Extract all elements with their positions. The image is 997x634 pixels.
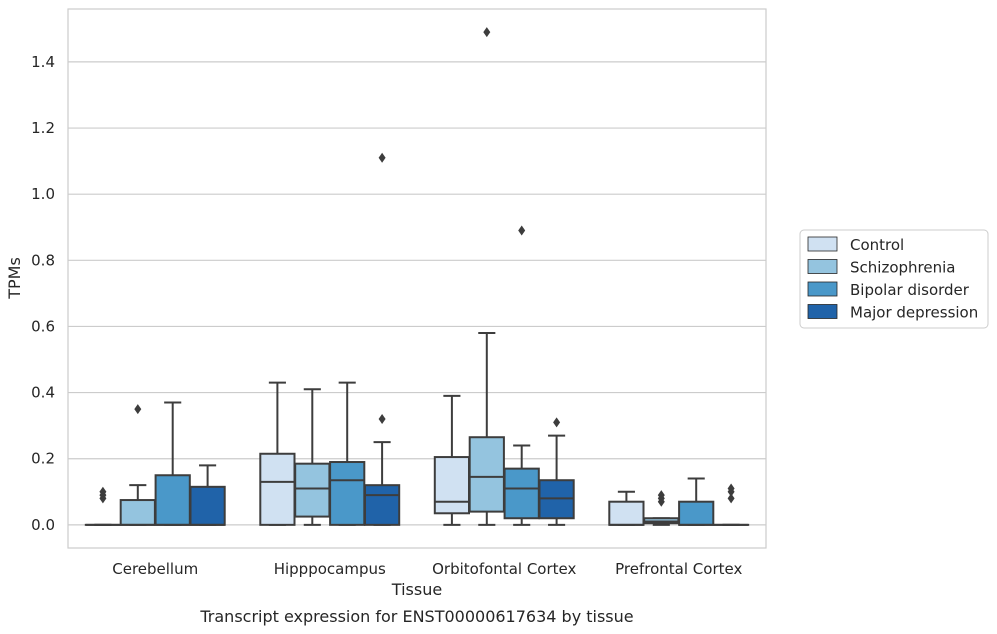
x-tick-label: Hipppocampus — [274, 560, 386, 578]
y-tick-label: 1.2 — [31, 119, 55, 137]
x-tick-label: Orbitofontal Cortex — [432, 560, 576, 578]
box-body — [678, 500, 715, 526]
plot-frame — [67, 8, 767, 549]
box-2-2 — [503, 225, 540, 526]
box-body — [468, 436, 505, 513]
box-0-2 — [154, 401, 191, 526]
box-2-3 — [538, 417, 575, 526]
box-body — [329, 461, 366, 526]
box-2-0 — [433, 394, 471, 526]
box-body — [363, 484, 401, 526]
y-tick-label: 1.4 — [31, 53, 55, 71]
y-tick-label: 0.0 — [31, 516, 55, 534]
x-tick-label: Prefrontal Cortex — [615, 560, 742, 578]
legend-item: Schizophrenia — [807, 259, 955, 277]
y-tick-label: 0.8 — [31, 251, 55, 269]
outlier-point — [553, 417, 561, 428]
box-1-3 — [363, 152, 401, 526]
legend-item: Control — [807, 236, 904, 254]
outlier-point — [378, 152, 386, 163]
legend-label: Major depression — [850, 304, 978, 322]
box-body — [154, 474, 191, 526]
legend-label: Schizophrenia — [850, 259, 955, 277]
outlier-point — [657, 490, 665, 501]
box-body — [608, 500, 645, 526]
box-3-0 — [608, 490, 645, 526]
box-0-0 — [84, 486, 122, 526]
box-1-0 — [259, 381, 296, 526]
legend: Control Schizophrenia Bipolar disorder Majo… — [799, 229, 989, 329]
legend-swatch — [807, 236, 838, 252]
box-1-1 — [294, 388, 331, 526]
box-3-2 — [678, 477, 715, 526]
y-tick-label: 0.2 — [31, 450, 55, 468]
legend-swatch — [807, 304, 838, 319]
outlier-point — [727, 493, 735, 504]
x-axis-label: Tissue — [391, 580, 442, 599]
y-tick-label: 0.6 — [31, 317, 55, 335]
outlier-point — [483, 27, 491, 38]
y-axis-label: TPMs — [5, 257, 24, 300]
box-body — [294, 462, 331, 518]
x-tick-label: Cerebellum — [112, 560, 198, 578]
box-body — [259, 452, 296, 526]
box-body — [189, 485, 226, 526]
box-body — [433, 456, 471, 515]
outlier-point — [518, 225, 526, 236]
legend-frame — [799, 229, 989, 329]
x-tick-labels: Cerebellum Hipppocampus Orbitofontal Corte… — [112, 560, 742, 578]
y-tick-label: 0.4 — [31, 384, 55, 402]
outlier-point — [727, 483, 735, 494]
box-3-3 — [712, 483, 750, 526]
legend-label: Bipolar disorder — [850, 281, 970, 299]
outlier-point — [134, 404, 142, 415]
gridlines — [68, 61, 766, 526]
legend-item: Major depression — [807, 304, 978, 322]
outlier-point — [99, 486, 107, 497]
box-body — [503, 467, 540, 520]
box-0-1 — [119, 404, 156, 526]
box-body — [119, 499, 156, 526]
legend-swatch — [807, 259, 838, 274]
box-0-3 — [189, 464, 226, 526]
box-1-2 — [329, 381, 366, 526]
y-tick-label: 1.0 — [31, 185, 55, 203]
chart-title: Transcript expression for ENST0000061763… — [199, 607, 633, 626]
box-2-1 — [468, 27, 505, 526]
box-3-1 — [643, 490, 680, 526]
legend-label: Control — [850, 236, 904, 254]
y-tick-labels: 0.0 0.2 0.4 0.6 0.8 1.0 1.2 1.4 — [31, 53, 55, 534]
outlier-point — [378, 414, 386, 425]
plot-area — [84, 27, 750, 526]
legend-item: Bipolar disorder — [807, 281, 970, 299]
legend-swatch — [807, 281, 838, 297]
